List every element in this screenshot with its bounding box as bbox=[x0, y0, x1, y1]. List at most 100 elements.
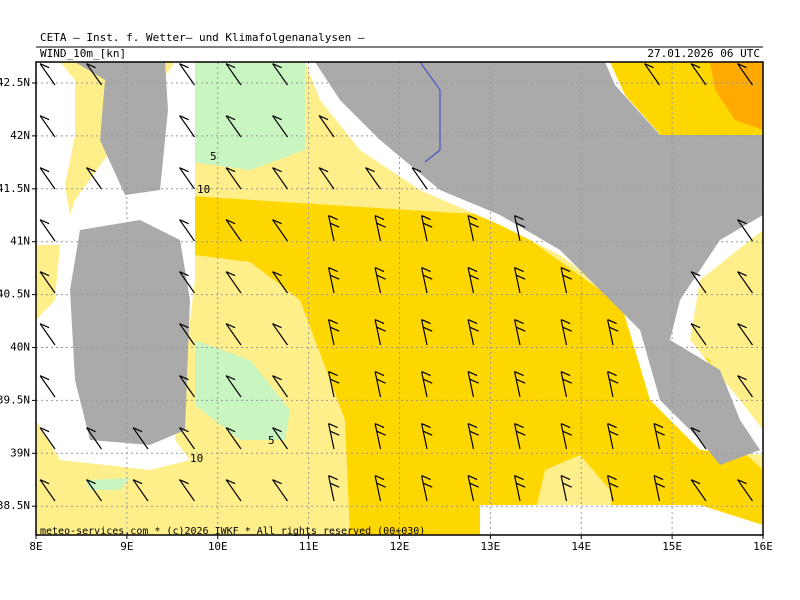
barb-staff bbox=[560, 371, 568, 398]
barb-staff bbox=[514, 475, 521, 502]
wind-barb bbox=[86, 167, 102, 190]
barb-feather bbox=[514, 215, 524, 221]
barb-feather bbox=[514, 475, 524, 481]
barb-feather bbox=[422, 326, 433, 332]
barb-staff bbox=[421, 215, 428, 242]
wind-barb bbox=[690, 271, 707, 294]
barb-feather bbox=[376, 482, 386, 488]
barb-feather bbox=[411, 167, 422, 173]
barb-feather bbox=[225, 115, 236, 121]
barb-staff bbox=[421, 371, 428, 398]
barb-feather bbox=[421, 267, 431, 273]
wind-barb bbox=[328, 215, 340, 242]
wind-barb bbox=[467, 267, 479, 294]
wind-barb bbox=[328, 319, 340, 346]
barb-feather bbox=[179, 323, 189, 329]
barb-staff bbox=[225, 271, 242, 294]
wind-barb bbox=[132, 479, 149, 502]
wind-barb bbox=[39, 115, 56, 138]
barb-feather bbox=[318, 167, 329, 173]
wind-barb bbox=[179, 63, 195, 86]
barb-staff bbox=[86, 167, 102, 190]
barb-feather bbox=[469, 430, 479, 436]
barb-feather bbox=[365, 167, 375, 173]
barb-feather bbox=[421, 423, 431, 429]
barb-feather bbox=[225, 479, 236, 485]
land-sardinia bbox=[70, 220, 190, 445]
barb-feather bbox=[422, 274, 433, 280]
barb-feather bbox=[225, 63, 236, 69]
barb-feather bbox=[514, 319, 524, 325]
wind-barb bbox=[467, 371, 479, 398]
barb-staff bbox=[607, 371, 614, 398]
wind-barb bbox=[179, 219, 195, 242]
wind-barb bbox=[225, 219, 242, 242]
barb-feather bbox=[225, 427, 236, 433]
forecast-date: 27.01.2026 06 UTC bbox=[647, 47, 760, 60]
wind-barb bbox=[272, 63, 288, 86]
barb-staff bbox=[225, 375, 242, 398]
wind-zone-calm bbox=[175, 62, 305, 170]
barb-feather bbox=[272, 375, 282, 381]
wind-barb bbox=[225, 375, 242, 398]
wind-barb bbox=[607, 475, 619, 502]
wind-barb bbox=[132, 427, 149, 450]
barb-staff bbox=[272, 427, 288, 450]
wind-barb bbox=[39, 167, 56, 190]
lat-label: 40N bbox=[10, 341, 30, 354]
no-data bbox=[480, 505, 763, 535]
barb-feather bbox=[179, 167, 189, 173]
barb-feather bbox=[329, 430, 340, 436]
barb-feather bbox=[422, 222, 433, 228]
barb-staff bbox=[272, 375, 288, 398]
barb-feather bbox=[608, 378, 619, 384]
lon-label: 13E bbox=[480, 540, 500, 553]
wind-barb bbox=[318, 115, 335, 138]
barb-staff bbox=[644, 63, 660, 86]
barb-staff bbox=[374, 319, 382, 346]
barb-feather bbox=[225, 375, 236, 381]
wind-barb bbox=[514, 423, 526, 450]
barb-staff bbox=[737, 63, 753, 86]
barb-feather bbox=[225, 167, 236, 173]
wind-barb bbox=[653, 475, 665, 502]
wind-barb bbox=[374, 215, 386, 242]
barb-staff bbox=[225, 167, 242, 190]
wind-barb bbox=[737, 479, 753, 502]
barb-feather bbox=[653, 475, 664, 481]
wind-barb bbox=[560, 267, 572, 294]
barb-feather bbox=[608, 430, 619, 436]
lon-label: 14E bbox=[571, 540, 591, 553]
barb-feather bbox=[329, 482, 340, 488]
barb-staff bbox=[179, 479, 195, 502]
barb-feather bbox=[272, 427, 282, 433]
barb-staff bbox=[374, 475, 382, 502]
wind-barb bbox=[411, 167, 428, 190]
barb-staff bbox=[514, 215, 521, 242]
barb-staff bbox=[560, 319, 568, 346]
barb-staff bbox=[514, 319, 521, 346]
barb-staff bbox=[374, 215, 382, 242]
wind-barb bbox=[690, 479, 707, 502]
barb-feather bbox=[562, 274, 572, 280]
barb-staff bbox=[225, 427, 242, 450]
barb-staff bbox=[86, 479, 102, 502]
barb-feather bbox=[655, 430, 665, 436]
barb-staff bbox=[39, 167, 56, 190]
wind-barb bbox=[467, 475, 479, 502]
barb-feather bbox=[515, 430, 526, 436]
barb-staff bbox=[374, 423, 382, 450]
barb-feather bbox=[690, 271, 701, 277]
wind-barb bbox=[179, 271, 195, 294]
barb-staff bbox=[272, 115, 288, 138]
barb-feather bbox=[421, 371, 431, 377]
barb-staff bbox=[514, 371, 521, 398]
barb-feather bbox=[607, 423, 617, 429]
wind-barb bbox=[421, 215, 433, 242]
wind-barb bbox=[39, 323, 56, 346]
barb-feather bbox=[86, 63, 96, 69]
barb-staff bbox=[328, 319, 335, 346]
wind-barb bbox=[272, 115, 288, 138]
barb-staff bbox=[328, 215, 335, 242]
